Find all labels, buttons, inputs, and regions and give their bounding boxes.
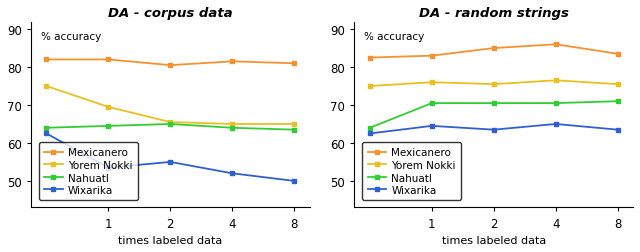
Title: DA - corpus data: DA - corpus data (108, 7, 232, 20)
Wixarika (366, 132, 374, 135)
X-axis label: times labeled data: times labeled data (118, 235, 222, 245)
Wixarika (228, 172, 236, 175)
Nahuatl (104, 125, 112, 128)
Yorem Nokki (291, 123, 298, 126)
Yorem Nokki (490, 83, 498, 86)
Yorem Nokki (614, 83, 621, 86)
X-axis label: times labeled data: times labeled data (442, 235, 546, 245)
Wixarika (428, 125, 436, 128)
Wixarika (291, 180, 298, 183)
Mexicanero (490, 47, 498, 50)
Line: Yorem Nokki: Yorem Nokki (367, 79, 620, 89)
Wixarika (166, 161, 174, 164)
Mexicanero (291, 62, 298, 66)
Yorem Nokki (428, 81, 436, 84)
Legend: Mexicanero, Yorem Nokki, Nahuatl, Wixarika: Mexicanero, Yorem Nokki, Nahuatl, Wixari… (39, 143, 138, 201)
Line: Wixarika: Wixarika (367, 122, 620, 136)
Yorem Nokki (43, 85, 51, 88)
Text: % accuracy: % accuracy (41, 32, 101, 42)
Nahuatl (614, 100, 621, 103)
Line: Wixarika: Wixarika (44, 132, 297, 184)
Nahuatl (166, 123, 174, 126)
Mexicanero (428, 55, 436, 58)
Wixarika (614, 129, 621, 132)
Nahuatl (291, 129, 298, 132)
Nahuatl (228, 127, 236, 130)
Line: Mexicanero: Mexicanero (367, 43, 620, 61)
Yorem Nokki (166, 121, 174, 124)
Legend: Mexicanero, Yorem Nokki, Nahuatl, Wixarika: Mexicanero, Yorem Nokki, Nahuatl, Wixari… (362, 143, 461, 201)
Nahuatl (552, 102, 559, 105)
Wixarika (43, 132, 51, 135)
Wixarika (490, 129, 498, 132)
Mexicanero (228, 60, 236, 64)
Title: DA - random strings: DA - random strings (419, 7, 568, 20)
Line: Yorem Nokki: Yorem Nokki (44, 84, 297, 127)
Mexicanero (43, 59, 51, 62)
Nahuatl (490, 102, 498, 105)
Nahuatl (428, 102, 436, 105)
Wixarika (552, 123, 559, 126)
Mexicanero (104, 59, 112, 62)
Wixarika (104, 166, 112, 169)
Line: Nahuatl: Nahuatl (44, 122, 297, 133)
Mexicanero (366, 57, 374, 60)
Nahuatl (43, 127, 51, 130)
Line: Nahuatl: Nahuatl (367, 99, 620, 131)
Yorem Nokki (552, 79, 559, 82)
Nahuatl (366, 127, 374, 130)
Mexicanero (166, 64, 174, 67)
Yorem Nokki (104, 106, 112, 109)
Mexicanero (552, 44, 559, 47)
Line: Mexicanero: Mexicanero (44, 58, 297, 68)
Mexicanero (614, 53, 621, 56)
Yorem Nokki (228, 123, 236, 126)
Text: % accuracy: % accuracy (364, 32, 424, 42)
Yorem Nokki (366, 85, 374, 88)
